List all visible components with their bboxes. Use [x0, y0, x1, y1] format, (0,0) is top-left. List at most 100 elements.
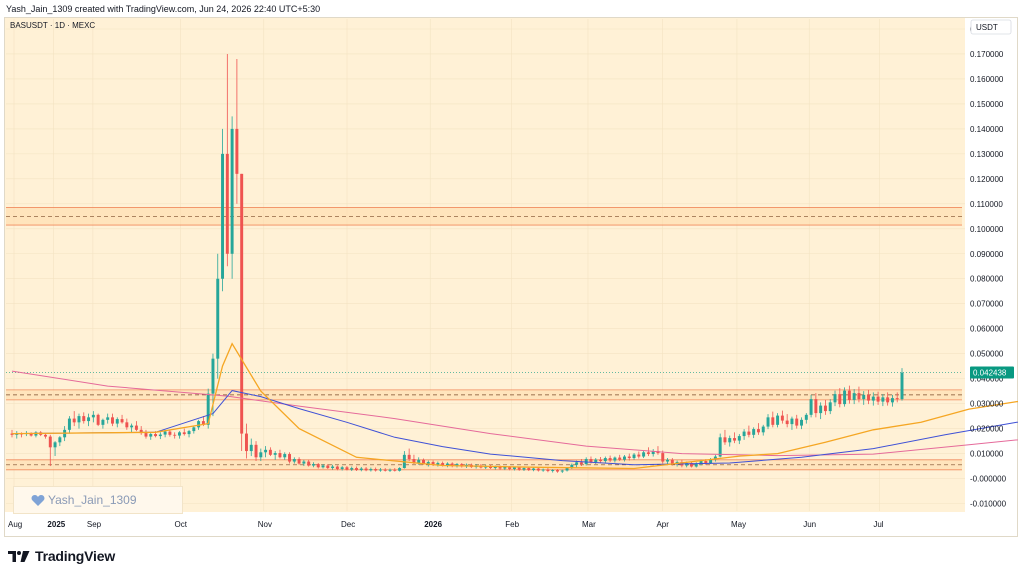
plot-background [5, 18, 965, 512]
candle-body [532, 468, 536, 471]
candle-body [689, 463, 693, 467]
candle-body [809, 399, 813, 415]
candle-body [512, 467, 516, 470]
candle-body [579, 462, 583, 465]
candle-body [302, 461, 306, 464]
candle-body [838, 394, 842, 405]
candle-body [359, 468, 363, 471]
price-axis-background [966, 18, 1017, 512]
candle-body [355, 468, 358, 471]
candle-body [603, 458, 607, 462]
candle-body [589, 459, 593, 463]
candle-body [541, 469, 545, 471]
tradingview-brand[interactable]: TradingView [8, 547, 115, 565]
candle-body [168, 431, 172, 435]
candle-body [321, 465, 325, 468]
candle-body [106, 417, 110, 420]
candle-body [556, 470, 559, 472]
candle-body [273, 453, 277, 455]
candle-body [340, 467, 344, 470]
candle-body [154, 434, 158, 437]
candle-body [139, 429, 143, 434]
x-tick-label: Dec [341, 520, 355, 529]
time-axis-ticks: Aug 2025 Sep Oct Nov Dec 2026 Feb Mar Apr May Jun Ju… [8, 520, 884, 529]
x-tick-label: Aug [8, 520, 22, 529]
candle-body [158, 434, 162, 437]
y-tick-label: 0.160000 [970, 75, 1004, 84]
candle-body [766, 417, 770, 427]
candle-body [627, 456, 631, 459]
y-tick-label: 0.040000 [970, 375, 1004, 384]
y-tick-label: 0.010000 [970, 450, 1004, 459]
candle-body [331, 466, 335, 469]
candle-body [72, 418, 76, 423]
candle-body [369, 469, 373, 471]
candle-body [570, 464, 574, 469]
candle-body [163, 431, 167, 435]
candle-body [134, 425, 138, 430]
candle-body [551, 470, 555, 472]
candle-body [307, 461, 311, 466]
x-tick-label: Oct [174, 520, 187, 529]
candle-body [756, 429, 760, 433]
candle-body [335, 466, 339, 470]
currency-button[interactable]: USDT [970, 19, 1012, 35]
candle-body [10, 433, 14, 435]
candle-body [723, 437, 727, 443]
last-price-label: 0.042438 [973, 369, 1007, 378]
y-tick-label: 0.020000 [970, 425, 1004, 434]
candle-body [254, 444, 258, 458]
y-tick-label: 0.120000 [970, 175, 1004, 184]
candle-body [881, 397, 885, 402]
price-chart[interactable]: 0.1800000.1700000.1600000.1500000.140000… [4, 17, 1018, 537]
candle-body [67, 418, 71, 430]
candle-body [96, 414, 100, 425]
y-tick-label: 0.050000 [970, 350, 1004, 359]
candle-body [91, 414, 95, 418]
candle-body [823, 405, 827, 412]
candle-body [651, 451, 655, 455]
candle-body [886, 397, 890, 403]
candle-body [288, 454, 292, 462]
candle-body [527, 468, 531, 471]
candle-body [111, 417, 114, 424]
candle-body [733, 438, 737, 441]
candle-body [709, 459, 713, 464]
candle-body [211, 358, 215, 394]
candle-body [613, 457, 617, 461]
candle-body [747, 431, 751, 435]
candle-body [187, 431, 191, 435]
candle-body [345, 467, 349, 470]
candle-body [737, 436, 741, 441]
candle-body [249, 444, 253, 452]
candle-body [761, 426, 765, 433]
x-tick-label: Feb [505, 520, 519, 529]
candle-body [29, 433, 33, 436]
candle-body [278, 453, 282, 458]
candle-body [431, 462, 435, 465]
candle-body [819, 405, 823, 414]
y-tick-label: 0.070000 [970, 300, 1004, 309]
x-tick-label: Nov [258, 520, 272, 529]
y-tick-label: 0.140000 [970, 125, 1004, 134]
candle-body [728, 438, 732, 443]
ema-long-line [11, 370, 1018, 457]
candle-body [857, 393, 861, 400]
candle-body [642, 452, 646, 457]
candle-body [297, 459, 301, 464]
candle-body [871, 396, 875, 401]
candle-body [618, 457, 622, 460]
candle-body [637, 454, 641, 457]
symbol-info[interactable]: BASUSDT · 1D · MEXC [10, 21, 96, 30]
ema-short-line [11, 342, 1018, 470]
candle-body [268, 449, 272, 455]
candle-body [240, 173, 244, 434]
chart-frame[interactable] [4, 17, 1018, 537]
candle-body [800, 419, 803, 426]
candle-body [441, 463, 445, 466]
candle-body [177, 432, 181, 436]
candle-body [326, 465, 330, 469]
candle-body [422, 459, 425, 464]
candle-body [843, 390, 847, 405]
last-price-badge: 0.042438 [970, 366, 1014, 379]
